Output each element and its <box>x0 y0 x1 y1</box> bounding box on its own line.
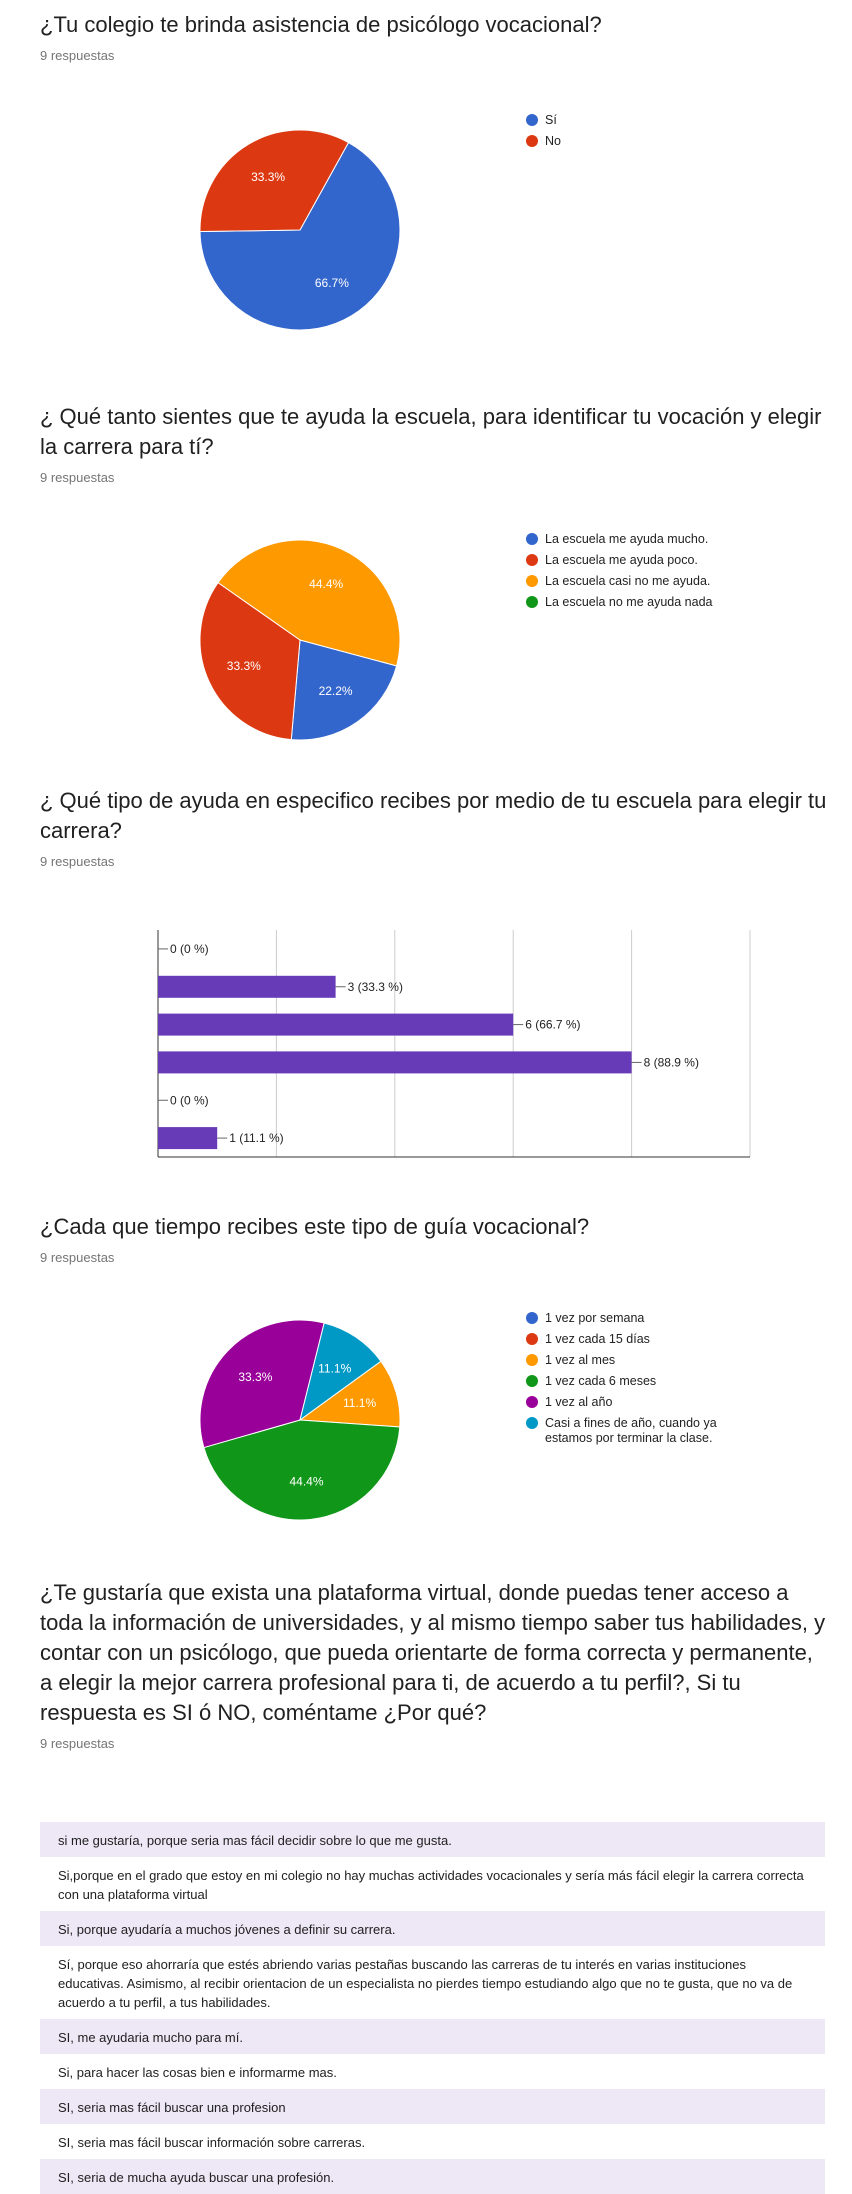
legend-item: 1 vez cada 6 meses <box>526 1374 766 1389</box>
question-5-response-count: 9 respuestas <box>40 1736 115 1751</box>
pie-slice <box>199 141 401 331</box>
question-2-response-count: 9 respuestas <box>40 470 115 485</box>
pie-slice-label: 33.3% <box>238 1370 272 1384</box>
q4-pie-chart: 11.1% 44.4% 33.3% 11.1% <box>199 1319 401 1521</box>
pie-slice <box>199 581 301 741</box>
bar <box>158 975 336 998</box>
legend-label: La escuela no me ayuda nada <box>545 595 713 609</box>
question-2: ¿ Qué tanto sientes que te ayuda la escu… <box>40 402 830 485</box>
pie-slice <box>298 1360 401 1428</box>
pie-slice-label: 44.4% <box>309 577 343 591</box>
pie-slice-label: 66.7% <box>315 276 349 290</box>
legend-label: 1 vez al año <box>545 1395 613 1409</box>
bar-value-label: 3 (33.3 %) <box>348 980 403 994</box>
legend-label: La escuela me ayuda mucho. <box>545 532 709 546</box>
question-4-title: ¿Cada que tiempo recibes este tipo de gu… <box>40 1214 590 1239</box>
legend-swatch <box>526 575 538 587</box>
question-1-response-count: 9 respuestas <box>40 48 115 63</box>
legend-item: 1 vez por semana <box>526 1311 766 1326</box>
legend-swatch <box>526 1417 538 1429</box>
legend-item: La escuela no me ayuda nada <box>526 595 713 610</box>
legend-swatch <box>526 1396 538 1408</box>
legend-label: La escuela me ayuda poco. <box>545 553 698 567</box>
legend-swatch <box>526 554 538 566</box>
legend-item: 1 vez al mes <box>526 1353 766 1368</box>
pie-slice <box>203 1419 401 1521</box>
bar-value-label: 0 (0 %) <box>170 1093 209 1107</box>
response-item: Si, porque ayudaría a muchos jóvenes a d… <box>40 1911 825 1946</box>
response-item: SI, seria de mucha ayuda buscar una prof… <box>40 2159 825 2194</box>
legend-label: No <box>545 134 561 148</box>
response-list: si me gustaría, porque seria mas fácil d… <box>40 1822 825 2194</box>
legend-item: 1 vez cada 15 días <box>526 1332 766 1347</box>
q1-pie-chart: 66.7% 33.3% <box>199 129 401 331</box>
legend-label: 1 vez por semana <box>545 1311 645 1325</box>
legend-swatch <box>526 1333 538 1345</box>
bar <box>158 1127 218 1150</box>
q1-legend: Sí No <box>526 113 561 155</box>
pie-slice-label: 44.4% <box>289 1475 323 1489</box>
legend-swatch <box>526 533 538 545</box>
pie-slice-label: 33.3% <box>227 659 261 673</box>
response-item: si me gustaría, porque seria mas fácil d… <box>40 1822 825 1857</box>
bar-value-label: 1 (11.1 %) <box>229 1131 283 1145</box>
question-5: ¿Te gustaría que exista una plataforma v… <box>40 1578 830 1751</box>
legend-swatch <box>526 114 538 126</box>
legend-item: Casi a fines de año, cuando ya estamos p… <box>526 1416 766 1446</box>
legend-label: 1 vez cada 6 meses <box>545 1374 657 1388</box>
pie-slice <box>299 1322 382 1422</box>
bar-value-label: 0 (0 %) <box>170 942 209 956</box>
question-3-title: ¿ Qué tipo de ayuda en especifico recibe… <box>40 788 827 843</box>
legend-label: Casi a fines de año, cuando ya estamos p… <box>545 1416 717 1445</box>
question-1: ¿Tu colegio te brinda asistencia de psic… <box>40 10 830 63</box>
response-item: Sí, porque eso ahorraría que estés abrie… <box>40 1946 825 2019</box>
question-4-response-count: 9 respuestas <box>40 1250 115 1265</box>
legend-label: La escuela casi no me ayuda. <box>545 574 711 588</box>
bar <box>158 1051 632 1074</box>
legend-label: Sí <box>545 113 557 127</box>
legend-swatch <box>526 1354 538 1366</box>
legend-swatch <box>526 135 538 147</box>
legend-swatch <box>526 596 538 608</box>
question-4: ¿Cada que tiempo recibes este tipo de gu… <box>40 1212 830 1265</box>
response-item: Si, para hacer las cosas bien e informar… <box>40 2054 825 2089</box>
pie-slice <box>199 129 350 233</box>
bar-value-label: 6 (66.7 %) <box>525 1018 580 1032</box>
pie-slice <box>199 1319 325 1449</box>
question-2-title: ¿ Qué tanto sientes que te ayuda la escu… <box>40 404 822 459</box>
legend-item: 1 vez al año <box>526 1395 766 1410</box>
pie-slice <box>290 639 398 741</box>
question-3: ¿ Qué tipo de ayuda en especifico recibe… <box>40 786 830 869</box>
response-item: SI, me ayudaria mucho para mí. <box>40 2019 825 2054</box>
legend-item: La escuela me ayuda mucho. <box>526 532 713 547</box>
legend-item: Sí <box>526 113 561 128</box>
q2-pie-chart: 22.2% 33.3% 44.4% <box>199 539 401 741</box>
question-1-title: ¿Tu colegio te brinda asistencia de psic… <box>40 12 602 37</box>
question-3-response-count: 9 respuestas <box>40 854 115 869</box>
response-item: SI, seria mas fácil buscar información s… <box>40 2124 825 2159</box>
bar <box>158 1013 514 1036</box>
legend-item: La escuela casi no me ayuda. <box>526 574 713 589</box>
response-item: SI, seria mas fácil buscar una profesion <box>40 2089 825 2124</box>
pie-slice <box>217 539 401 667</box>
q2-legend: La escuela me ayuda mucho. La escuela me … <box>526 532 713 616</box>
legend-swatch <box>526 1312 538 1324</box>
legend-swatch <box>526 1375 538 1387</box>
pie-slice-label: 11.1% <box>318 1362 351 1376</box>
bar-value-label: 8 (88.9 %) <box>644 1055 699 1069</box>
pie-slice-label: 11.1% <box>343 1396 376 1410</box>
legend-label: 1 vez al mes <box>545 1353 616 1367</box>
response-item: Si,porque en el grado que estoy en mi co… <box>40 1857 825 1911</box>
q4-legend: 1 vez por semana 1 vez cada 15 días 1 vez … <box>526 1311 766 1452</box>
q3-bar-chart: 02468100 (0 %)3 (33.3 %)6 (66.7 %)8 (88.… <box>157 930 751 1158</box>
pie-slice-label: 33.3% <box>251 170 285 184</box>
pie-slice-label: 22.2% <box>319 684 353 698</box>
legend-label: 1 vez cada 15 días <box>545 1332 650 1346</box>
legend-item: No <box>526 134 561 149</box>
question-5-title: ¿Te gustaría que exista una plataforma v… <box>40 1580 826 1725</box>
legend-item: La escuela me ayuda poco. <box>526 553 713 568</box>
